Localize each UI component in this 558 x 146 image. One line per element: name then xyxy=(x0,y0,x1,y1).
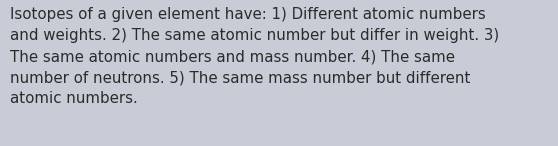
Text: Isotopes of a given element have: 1) Different atomic numbers
and weights. 2) Th: Isotopes of a given element have: 1) Dif… xyxy=(10,7,499,106)
